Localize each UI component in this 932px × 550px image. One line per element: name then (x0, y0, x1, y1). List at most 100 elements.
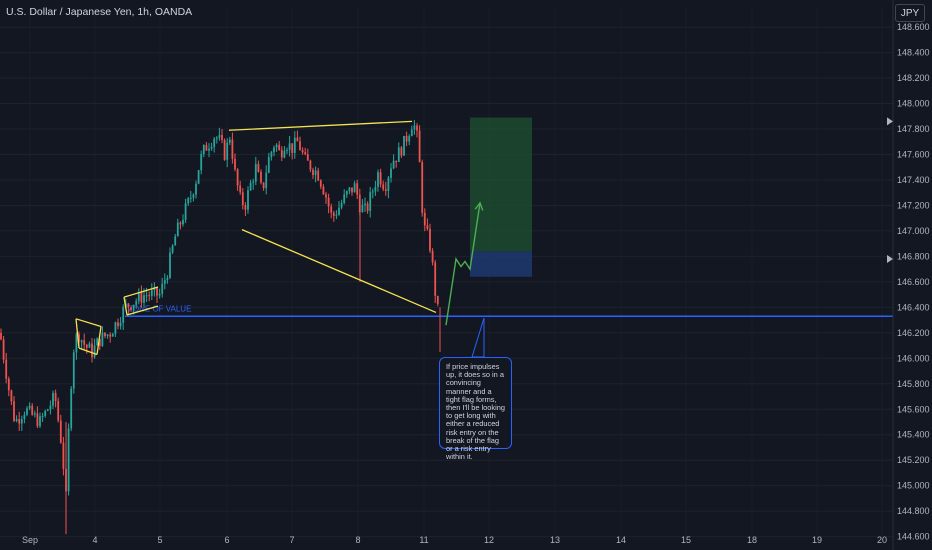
candle-body (223, 140, 226, 160)
candle-body (267, 156, 270, 173)
candle-body (319, 180, 322, 187)
candle-body (317, 170, 320, 181)
candle-body (416, 125, 418, 131)
candle-body (150, 290, 153, 296)
candle-body (296, 137, 299, 142)
trendline (75, 318, 102, 328)
candle-body (67, 428, 70, 492)
candle-body (135, 301, 138, 305)
candle-body (299, 141, 301, 151)
candle-body (33, 413, 36, 415)
price-marker (887, 254, 893, 263)
x-tick-label: 18 (747, 535, 757, 545)
candle-body (23, 414, 26, 420)
candle-body (85, 344, 88, 348)
candle-body (236, 169, 239, 186)
annotation-note[interactable]: If price impulses up, it does so in a co… (439, 357, 512, 461)
candle-body (288, 143, 291, 150)
candle-body (171, 245, 174, 253)
y-tick-label: 147.000 (897, 226, 930, 236)
candle-body (226, 142, 229, 160)
candle-body (361, 204, 364, 213)
y-tick-label: 146.800 (897, 251, 930, 261)
y-tick-label: 148.600 (897, 22, 930, 32)
candle-body (158, 293, 161, 296)
candle-body (57, 400, 60, 421)
y-tick-label: 146.600 (897, 277, 930, 287)
candle-body (20, 419, 23, 424)
candle-body (426, 225, 429, 229)
candle-body (283, 150, 286, 158)
x-tick-label: 15 (681, 535, 691, 545)
y-tick-label: 145.000 (897, 481, 930, 491)
y-tick-label: 144.800 (897, 506, 930, 516)
candle-body (397, 147, 400, 162)
candle-body (78, 334, 80, 343)
y-tick-label: 148.400 (897, 48, 930, 58)
candle-body (91, 343, 93, 358)
candle-body (390, 168, 392, 178)
candle-body (257, 163, 260, 172)
candles (0, 120, 441, 535)
x-tick-label: Sep (22, 535, 38, 545)
candle-body (418, 130, 421, 163)
candle-body (0, 332, 2, 340)
candle-body (59, 420, 62, 443)
candle-body (210, 146, 213, 149)
price-axis: 148.600 148.400 148.200 148.000 147.800 147.6… (887, 0, 930, 550)
candle-body (72, 352, 75, 389)
candle-body (182, 219, 184, 225)
candle-body (260, 171, 262, 183)
candle-body (114, 322, 117, 334)
y-tick-label: 147.200 (897, 200, 930, 210)
candle-body (93, 345, 96, 358)
candle-body (31, 405, 34, 415)
candle-body (26, 408, 28, 415)
candle-body (174, 236, 177, 246)
price-marker (887, 117, 893, 126)
zone-label: ZONE OF VALUE (128, 304, 191, 313)
y-tick-label: 148.200 (897, 73, 930, 83)
y-tick-label: 145.800 (897, 379, 930, 389)
candle-body (387, 177, 390, 192)
trendline (78, 347, 98, 356)
candle-body (192, 194, 195, 198)
candle-body (239, 185, 242, 193)
candle-body (169, 252, 171, 278)
candle-body (348, 187, 351, 192)
candle-body (309, 160, 312, 170)
candle-body (382, 184, 385, 190)
y-tick-label: 147.600 (897, 149, 930, 159)
y-tick-label: 145.200 (897, 455, 930, 465)
candle-body (304, 152, 307, 155)
trendline (123, 286, 159, 298)
candle-body (280, 149, 283, 158)
candle-body (371, 191, 374, 193)
candle-body (197, 170, 200, 184)
x-tick-label: 7 (289, 535, 294, 545)
candle-body (119, 322, 122, 327)
candle-body (366, 203, 369, 211)
candle-body (202, 145, 205, 155)
candle-body (340, 202, 343, 208)
x-tick-label: 8 (355, 535, 360, 545)
candle-body (273, 147, 275, 153)
trendline (228, 120, 413, 131)
candle-body (98, 338, 101, 346)
candle-body (377, 172, 379, 187)
currency-button[interactable]: JPY (895, 4, 925, 22)
candle-body (218, 135, 221, 138)
x-tick-label: 5 (157, 535, 162, 545)
y-tick-label: 146.200 (897, 328, 930, 338)
candle-body (423, 212, 426, 226)
candle-body (13, 401, 15, 421)
candle-body (70, 388, 73, 429)
candle-body (335, 214, 338, 216)
x-tick-label: 14 (616, 535, 626, 545)
candle-body (215, 137, 218, 139)
time-axis: Sep 4 5 6 7 8 11 12 13 14 15 18 19 20 (22, 535, 887, 545)
trendline (241, 229, 437, 314)
candle-body (130, 307, 132, 310)
